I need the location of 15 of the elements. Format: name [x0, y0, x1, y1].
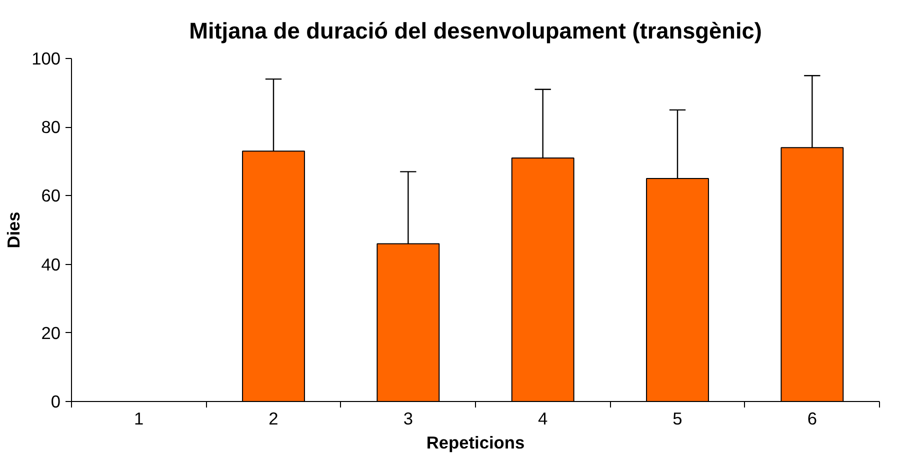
chart-title: Mitjana de duració del desenvolupament (transgènic) — [189, 18, 762, 44]
y-axis-title: Dies — [4, 212, 24, 248]
x-tick-label: 6 — [807, 408, 817, 428]
x-tick-label: 4 — [538, 408, 548, 428]
y-tick-label: 0 — [50, 392, 61, 412]
y-tick-label: 40 — [41, 254, 61, 274]
x-tick-label: 2 — [268, 408, 278, 428]
x-tick-label: 1 — [134, 408, 144, 428]
y-tick-label: 80 — [41, 117, 61, 138]
y-tick-label: 60 — [41, 186, 61, 206]
x-tick-label: 3 — [403, 408, 413, 428]
x-axis-title: Repeticions — [426, 432, 525, 452]
y-tick-label: 100 — [32, 48, 61, 68]
x-tick-label: 5 — [672, 408, 682, 428]
y-tick-label: 20 — [41, 322, 61, 343]
